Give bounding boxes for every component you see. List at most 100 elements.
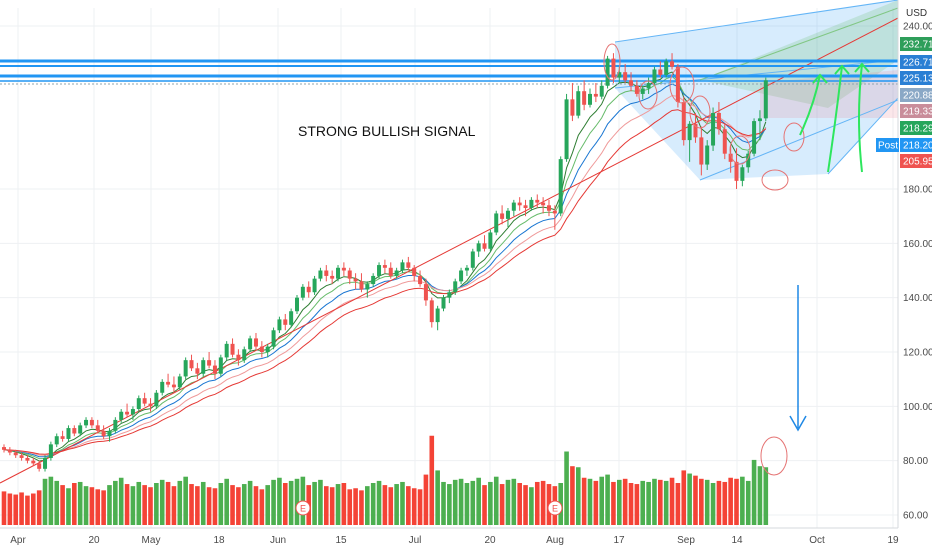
- volume-highlight-circle: [760, 436, 788, 476]
- highlight-circle: [729, 135, 751, 165]
- candle-body: [265, 346, 270, 352]
- volume-bar: [189, 484, 194, 525]
- annotation-strong-bullish: STRONG BULLISH SIGNAL: [298, 123, 476, 139]
- volume-bar: [728, 477, 733, 525]
- volume-bar: [253, 486, 259, 525]
- candle-body: [435, 308, 440, 323]
- volume-bar: [159, 479, 165, 525]
- price-label-tag-box: [876, 138, 899, 152]
- candle-body: [711, 112, 716, 146]
- y-tick-label: 180.00: [903, 185, 932, 196]
- volume-bar: [511, 478, 517, 525]
- volume-bar: [236, 487, 241, 525]
- bullish-arrow-head: [834, 64, 850, 75]
- candle-body: [605, 58, 610, 86]
- candle-body: [160, 381, 165, 393]
- horizontal-price-lines: [0, 59, 898, 85]
- bullish-arrow-head: [854, 62, 870, 73]
- volume-bar: [646, 481, 651, 525]
- volume-bar: [734, 478, 739, 525]
- candle-body: [48, 444, 53, 458]
- volume-bar: [101, 490, 106, 525]
- candle-body: [154, 392, 159, 407]
- candle-body: [505, 210, 510, 219]
- y-tick-label: 100.00: [903, 402, 932, 413]
- candle-body: [406, 262, 411, 268]
- highlight-circle: [783, 122, 805, 152]
- bullish-arrow-head: [812, 73, 828, 84]
- volume-bar: [470, 480, 476, 525]
- highlight-circle: [603, 43, 621, 81]
- volume-bar: [294, 478, 300, 525]
- volume-bar: [60, 485, 65, 525]
- volume-bar: [31, 493, 36, 525]
- y-tick-label: 240.00: [903, 22, 932, 33]
- candle-body: [646, 83, 651, 89]
- volume-bar: [464, 483, 470, 525]
- candle-body: [142, 398, 147, 404]
- candle-body: [2, 447, 6, 450]
- volume-bar: [200, 481, 206, 525]
- price-label-text: 219.33: [903, 107, 932, 118]
- volume-bar: [745, 480, 751, 525]
- candle-body: [564, 99, 569, 160]
- candle-body: [593, 93, 598, 97]
- volume-bar: [452, 479, 458, 525]
- candle-body: [617, 72, 622, 78]
- highlight-circle: [638, 80, 658, 110]
- volume-bar: [740, 476, 745, 525]
- candle-body: [271, 330, 276, 347]
- volume-bar: [523, 485, 528, 525]
- volume-bar: [669, 477, 675, 525]
- volume-bar: [499, 484, 505, 525]
- x-tick-label: Jun: [270, 535, 286, 546]
- channel-lower: [699, 99, 899, 181]
- volume-bar: [663, 480, 669, 525]
- candle-body: [341, 267, 346, 271]
- candle-body: [482, 243, 487, 249]
- y-tick-label: 160.00: [903, 239, 932, 250]
- candlesticks: [2, 53, 768, 472]
- y-tick-label: 120.00: [903, 348, 932, 359]
- volume-bar: [687, 473, 692, 525]
- volume-bar: [107, 485, 112, 525]
- candle-body: [359, 281, 364, 290]
- volume-bar: [751, 459, 757, 525]
- candle-body: [242, 349, 247, 361]
- price-label-box: [900, 121, 932, 135]
- volume-bar: [77, 481, 83, 525]
- candle-body: [130, 409, 135, 415]
- candle-body: [675, 66, 680, 103]
- volume-bar: [347, 489, 353, 525]
- channel-upper: [614, 0, 899, 43]
- candle-body: [423, 284, 428, 301]
- highlight-circle: [689, 95, 711, 129]
- candle-body: [734, 161, 739, 181]
- candle-body: [101, 430, 106, 437]
- candle-body: [183, 360, 188, 377]
- candle-body: [171, 384, 176, 388]
- candle-body: [418, 275, 423, 285]
- volume-bar: [241, 484, 247, 525]
- channel-mid: [614, 59, 899, 89]
- volume-bar: [165, 481, 171, 525]
- volume-bar: [581, 477, 587, 525]
- candle-body: [546, 205, 551, 211]
- volume-bar: [540, 480, 546, 525]
- y-tick-label: 60.00: [903, 511, 928, 522]
- earnings-marker-label: E: [300, 504, 306, 514]
- candle-body: [652, 69, 657, 84]
- candle-body: [330, 275, 335, 279]
- volume-bar: [693, 475, 698, 525]
- volume-bar: [171, 486, 177, 525]
- candle-body: [470, 251, 475, 268]
- volume-bar: [48, 476, 54, 525]
- candle-body: [763, 80, 768, 119]
- volume-bar: [400, 481, 405, 525]
- volume-bar: [277, 477, 282, 525]
- volume-bar: [388, 487, 394, 525]
- volume-bar: [329, 487, 335, 525]
- x-tick-label: 17: [613, 535, 625, 546]
